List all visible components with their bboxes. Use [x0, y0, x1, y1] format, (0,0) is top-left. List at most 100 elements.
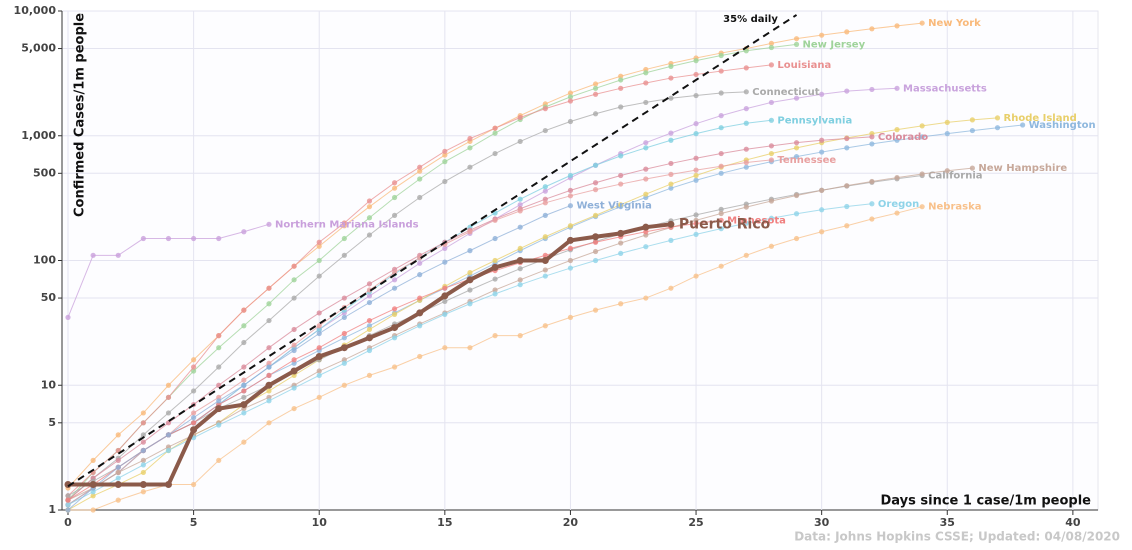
point [365, 334, 373, 342]
point [316, 239, 322, 245]
point [969, 165, 975, 171]
point [894, 23, 900, 29]
point [391, 285, 398, 291]
point [316, 345, 322, 351]
point [442, 345, 448, 351]
point [191, 235, 197, 242]
point [542, 273, 548, 279]
point [466, 276, 474, 284]
series-label: Rhode Island [1004, 113, 1077, 124]
point [290, 367, 298, 375]
point [517, 333, 523, 339]
point [216, 457, 222, 463]
point [366, 204, 373, 210]
point [969, 127, 975, 134]
point [718, 90, 724, 96]
point [115, 469, 121, 476]
point [442, 148, 448, 154]
point [693, 212, 699, 218]
point [743, 106, 749, 112]
point [115, 464, 121, 470]
point [844, 145, 850, 151]
point [517, 277, 523, 283]
point [341, 335, 347, 341]
point [768, 150, 775, 157]
point [567, 257, 574, 264]
point [291, 326, 297, 333]
point [240, 401, 248, 409]
series-label: Pennsylvania [777, 115, 852, 126]
point [592, 248, 599, 255]
y-axis-label: Confirmed Cases/1m people [73, 13, 88, 217]
point [743, 220, 749, 226]
point [793, 41, 800, 47]
point [919, 171, 925, 177]
point [819, 207, 825, 213]
point [894, 210, 900, 216]
point [869, 26, 875, 32]
point [115, 252, 121, 258]
point [542, 196, 548, 202]
point [592, 257, 599, 264]
point [869, 134, 875, 140]
point [492, 150, 498, 157]
point [693, 220, 699, 227]
point [90, 489, 96, 495]
point [241, 382, 247, 388]
point [341, 330, 347, 337]
point [165, 382, 172, 388]
point [316, 394, 322, 400]
point [542, 212, 548, 218]
point [391, 194, 398, 201]
point [191, 364, 197, 370]
point [266, 372, 272, 378]
point [492, 125, 498, 131]
point [643, 145, 649, 151]
point [165, 447, 172, 454]
point [542, 200, 548, 206]
point [819, 32, 825, 38]
point [592, 239, 599, 245]
point [140, 489, 146, 495]
point [291, 263, 297, 269]
point [366, 347, 373, 354]
point [643, 229, 649, 235]
point [467, 301, 473, 307]
point [668, 63, 674, 69]
point [315, 353, 323, 361]
point [718, 52, 724, 59]
point [316, 310, 322, 316]
point [90, 457, 96, 463]
point [140, 420, 146, 426]
point [391, 335, 398, 341]
point [643, 295, 649, 301]
point [266, 221, 272, 227]
point [718, 68, 724, 74]
point [492, 291, 498, 297]
point [291, 295, 297, 301]
point [366, 281, 373, 287]
point [793, 145, 800, 151]
point [191, 420, 197, 426]
point [567, 90, 574, 96]
point [566, 236, 574, 244]
series-label: Massachusetts [903, 83, 987, 94]
point [819, 187, 825, 193]
point [643, 80, 649, 86]
point [241, 388, 247, 394]
point [165, 432, 172, 438]
point [668, 237, 674, 243]
point [668, 137, 674, 143]
point [291, 277, 297, 283]
point [1020, 122, 1026, 128]
point [291, 405, 297, 412]
point [743, 146, 749, 152]
point [165, 394, 172, 400]
point [693, 172, 699, 179]
point [417, 260, 423, 266]
point [567, 223, 574, 229]
point [542, 234, 548, 240]
point [618, 73, 624, 79]
point [743, 89, 749, 95]
point [316, 372, 322, 378]
